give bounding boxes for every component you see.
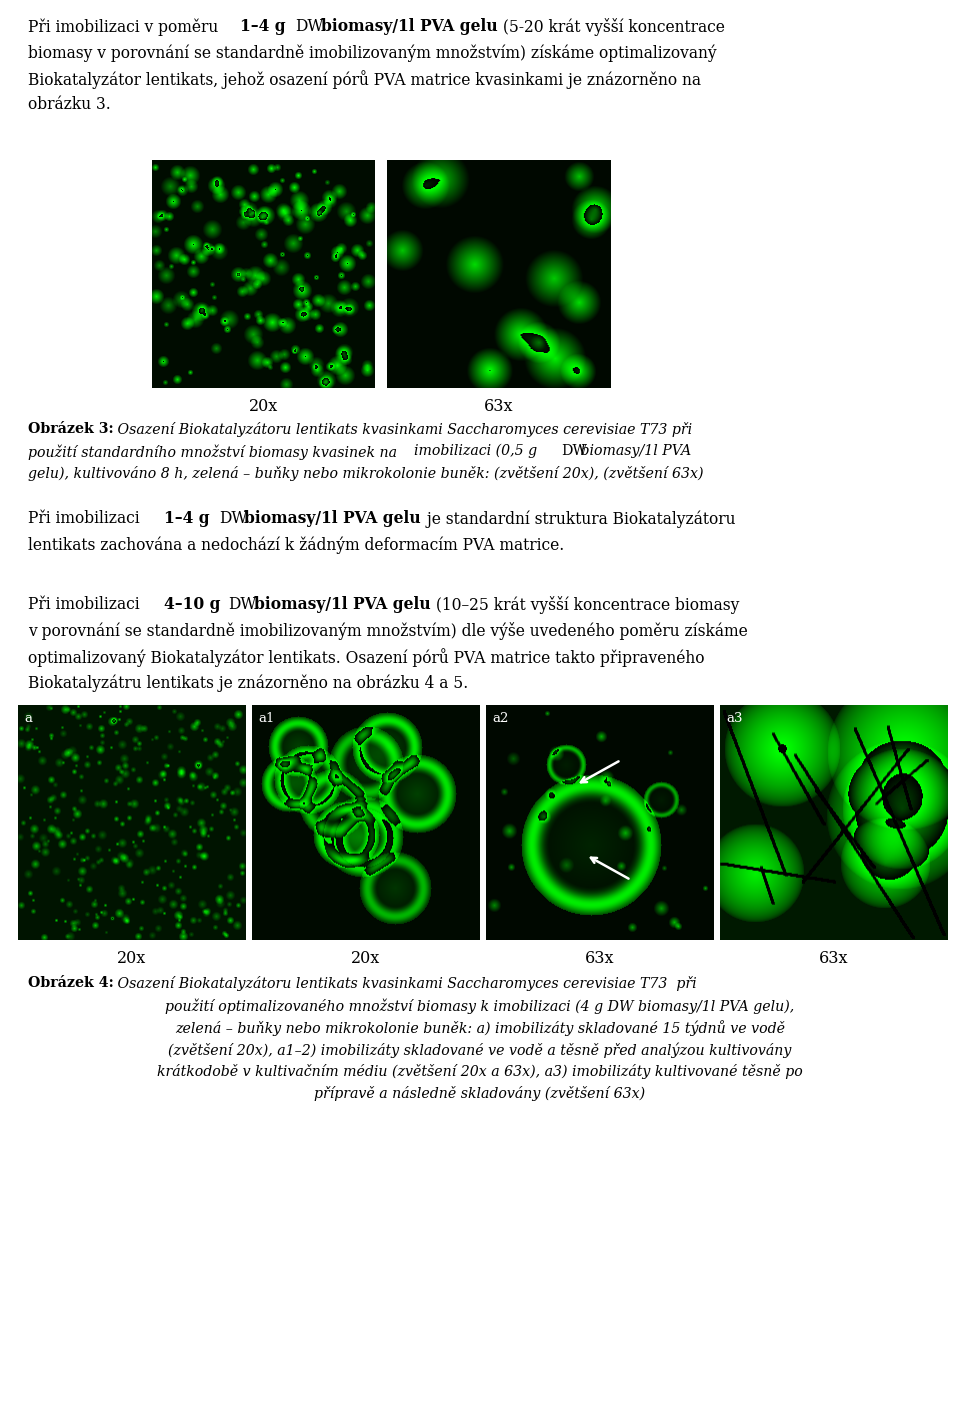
Text: (zvětšení 20x), a1–2) imobilizáty skladované ve vodě a těsně před analýzou kulti: (zvětšení 20x), a1–2) imobilizáty sklado…	[168, 1043, 792, 1058]
Text: DW: DW	[219, 509, 247, 528]
Text: 63x: 63x	[484, 398, 514, 415]
Text: použití optimalizovaného množství biomasy k imobilizaci (4 g DW biomasy/1l PVA g: použití optimalizovaného množství biomas…	[165, 998, 795, 1013]
Text: Biokatalyzátru lentikats je znázorněno na obrázku 4 a 5.: Biokatalyzátru lentikats je znázorněno n…	[28, 674, 468, 691]
Text: DW: DW	[561, 445, 587, 459]
Text: je standardní struktura Biokatalyzátoru: je standardní struktura Biokatalyzátoru	[421, 509, 735, 528]
Text: 20x: 20x	[117, 950, 147, 967]
Text: obrázku 3.: obrázku 3.	[28, 96, 110, 113]
Text: Osazení Biokatalyzátoru lentikats kvasinkami Saccharomyces cerevisiae T73 při: Osazení Biokatalyzátoru lentikats kvasin…	[113, 422, 692, 438]
Text: krátkodobě v kultivačním médiu (zvětšení 20x a 63x), a3) imobilizáty kultivované: krátkodobě v kultivačním médiu (zvětšení…	[157, 1064, 803, 1079]
Text: 1–4 g: 1–4 g	[163, 509, 209, 528]
Text: Při imobilizaci: Při imobilizaci	[28, 597, 145, 613]
Text: Při imobilizaci: Při imobilizaci	[28, 509, 145, 528]
Text: a2: a2	[492, 712, 509, 725]
Text: imobilizaci (0,5 g: imobilizaci (0,5 g	[414, 445, 541, 459]
Text: gelu), kultivováno 8 h, zelená – buňky nebo mikrokolonie buněk: (zvětšení 20x), : gelu), kultivováno 8 h, zelená – buňky n…	[28, 466, 704, 481]
Text: 4–10 g: 4–10 g	[163, 597, 220, 613]
Text: biomasy/1l PVA gelu: biomasy/1l PVA gelu	[253, 597, 430, 613]
Text: DW: DW	[295, 18, 324, 35]
Text: zelená – buňky nebo mikrokolonie buněk: a) imobilizáty skladované 15 týdnů ve vo: zelená – buňky nebo mikrokolonie buněk: …	[175, 1020, 785, 1036]
Text: biomasy/1l PVA gelu: biomasy/1l PVA gelu	[321, 18, 497, 35]
Text: (10–25 krát vyšší koncentrace biomasy: (10–25 krát vyšší koncentrace biomasy	[431, 597, 739, 613]
Text: v porovnání se standardně imobilizovaným množstvím) dle výše uvedeného poměru zí: v porovnání se standardně imobilizovaným…	[28, 622, 748, 640]
Text: Osazení Biokatalyzátoru lentikats kvasinkami Saccharomyces cerevisiae T73  při: Osazení Biokatalyzátoru lentikats kvasin…	[113, 976, 697, 991]
Text: biomasy v porovnání se standardně imobilizovaným množstvím) získáme optimalizova: biomasy v porovnání se standardně imobil…	[28, 44, 716, 62]
Text: biomasy/1l PVA gelu: biomasy/1l PVA gelu	[244, 509, 420, 528]
Text: Obrázek 4:: Obrázek 4:	[28, 976, 113, 991]
Text: přípravě a následně skladovány (zvětšení 63x): přípravě a následně skladovány (zvětšení…	[315, 1086, 645, 1102]
Text: 20x: 20x	[351, 950, 380, 967]
Text: optimalizovaný Biokatalyzátor lentikats. Osazení pórů PVA matrice takto připrave: optimalizovaný Biokatalyzátor lentikats.…	[28, 649, 705, 667]
Text: Při imobilizaci v poměru: Při imobilizaci v poměru	[28, 18, 223, 35]
Text: 20x: 20x	[249, 398, 278, 415]
Text: Obrázek 3:: Obrázek 3:	[28, 422, 113, 436]
Text: lentikats zachována a nedochází k žádným deformacím PVA matrice.: lentikats zachována a nedochází k žádným…	[28, 536, 564, 553]
Text: DW: DW	[228, 597, 256, 613]
Text: a3: a3	[727, 712, 743, 725]
Text: (5-20 krát vyšší koncentrace: (5-20 krát vyšší koncentrace	[498, 18, 725, 37]
Text: a: a	[25, 712, 33, 725]
Text: 63x: 63x	[819, 950, 849, 967]
Text: biomasy/1l PVA: biomasy/1l PVA	[576, 445, 691, 459]
Text: použití standardního množství biomasy kvasinek na: použití standardního množství biomasy kv…	[28, 445, 401, 460]
Text: Biokatalyzátor lentikats, jehož osazení pórů PVA matrice kvasinkami je znázorněn: Biokatalyzátor lentikats, jehož osazení …	[28, 70, 701, 89]
Text: a1: a1	[259, 712, 276, 725]
Text: 63x: 63x	[586, 950, 614, 967]
Text: 1–4 g: 1–4 g	[240, 18, 285, 35]
